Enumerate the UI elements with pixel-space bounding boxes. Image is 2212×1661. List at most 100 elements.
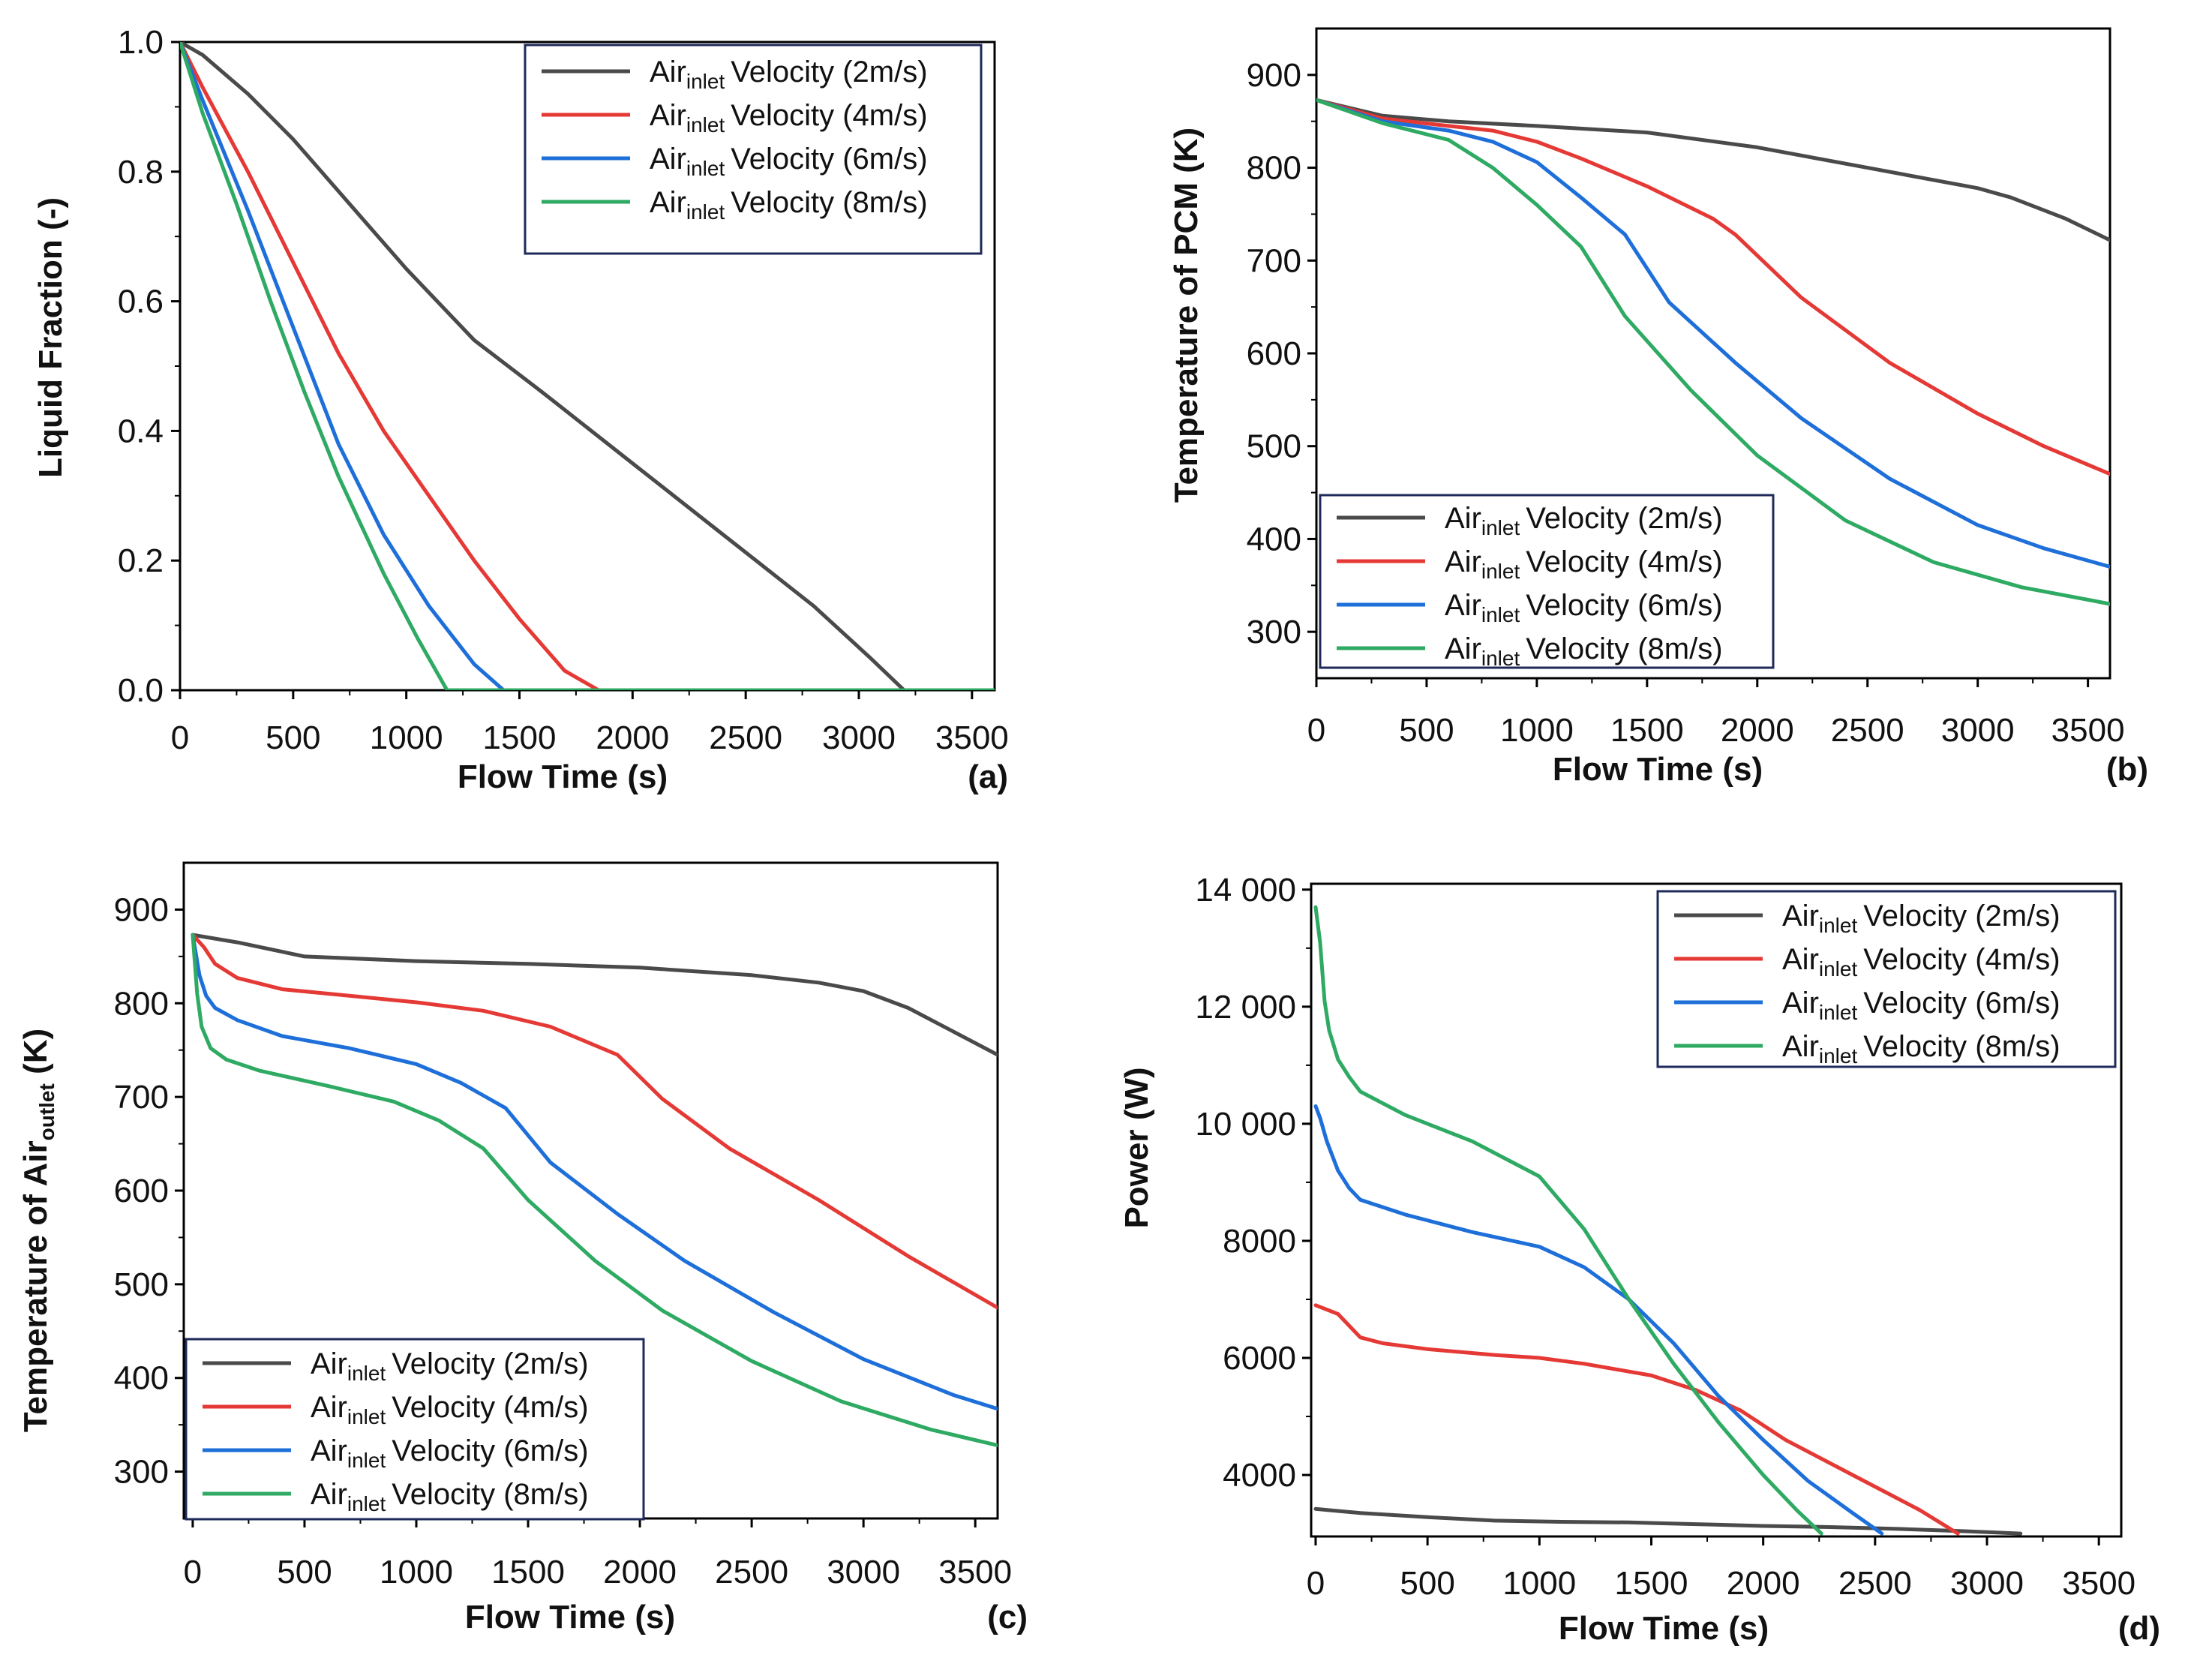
series-line-8m-per-s: [180, 42, 995, 690]
legend-label: Airinlet Velocity (6m/s): [311, 1434, 589, 1472]
series-line-8m-per-s: [1313, 905, 1823, 1536]
series-line-6m-per-s: [180, 42, 995, 690]
y-tick-label: 4000: [1223, 1457, 1296, 1494]
series-line-2m-per-s: [191, 933, 998, 1057]
legend-label: Airinlet Velocity (2m/s): [1782, 900, 2060, 937]
y-tick-label: 600: [114, 1173, 169, 1209]
legend-label: Airinlet Velocity (6m/s): [1445, 589, 1723, 626]
x-axis-title: Flow Time (s): [465, 1599, 675, 1635]
legend: Airinlet Velocity (2m/s) Airinlet Velocity …: [1656, 890, 2117, 1068]
legend-label: Airinlet Velocity (2m/s): [311, 1347, 589, 1385]
x-tick-label: 2500: [709, 719, 782, 756]
x-tick-label: 2000: [596, 719, 669, 756]
x-tick-label: 3000: [827, 1554, 900, 1590]
y-tick-label: 800: [1247, 150, 1301, 187]
x-tick-label: 0: [1307, 712, 1325, 749]
y-tick-label: 800: [114, 985, 169, 1022]
y-tick-label: 0.4: [118, 413, 164, 449]
legend-label: Airinlet Velocity (4m/s): [650, 99, 928, 137]
y-tick-label: 0.6: [118, 284, 164, 320]
panel-label: (a): [968, 758, 1008, 795]
x-tick-label: 0: [1307, 1565, 1325, 1602]
legend-label: Airinlet Velocity (8m/s): [1782, 1030, 2060, 1068]
series-group: [191, 933, 998, 1448]
x-tick-label: 2000: [1727, 1565, 1800, 1602]
y-tick-label: 300: [1247, 614, 1301, 650]
series-line-4m-per-s: [1316, 98, 2110, 476]
x-tick-label: 2000: [1721, 712, 1794, 749]
series-line-8m-per-s: [191, 933, 998, 1448]
legend: Airinlet Velocity (2m/s) Airinlet Velocity …: [1319, 494, 1775, 670]
x-tick-label: 3500: [938, 1554, 1012, 1590]
y-tick-label: 700: [1247, 242, 1301, 279]
series-line-6m-per-s: [1316, 98, 2110, 569]
x-tick-label: 3000: [1950, 1565, 2024, 1602]
y-tick-label: 500: [1247, 428, 1301, 465]
x-tick-label: 1500: [1615, 1565, 1688, 1602]
y-tick-label: 8000: [1223, 1223, 1296, 1260]
panel-label: (c): [987, 1599, 1028, 1635]
x-tick-label: 500: [266, 719, 320, 756]
legend-label: Airinlet Velocity (6m/s): [1782, 987, 2060, 1024]
legend-label: Airinlet Velocity (8m/s): [1445, 632, 1723, 670]
series-group: [1316, 98, 2110, 606]
legend-label: Airinlet Velocity (2m/s): [1445, 502, 1723, 539]
x-tick-label: 3500: [935, 719, 1009, 756]
legend-label: Airinlet Velocity (6m/s): [650, 143, 928, 180]
series-group: [180, 42, 995, 690]
y-tick-label: 14 000: [1195, 872, 1296, 909]
y-tick-label: 600: [1247, 335, 1301, 372]
y-tick-label: 6000: [1223, 1340, 1296, 1377]
x-axis-title: Flow Time (s): [1553, 751, 1763, 788]
legend-box: [524, 44, 983, 255]
y-tick-label: 500: [114, 1266, 169, 1303]
x-tick-label: 3500: [2051, 712, 2125, 749]
x-tick-label: 3000: [822, 719, 896, 756]
y-tick-label: 0.0: [118, 672, 164, 709]
series-line-6m-per-s: [1313, 1104, 1884, 1536]
series-line-2m-per-s: [1313, 1506, 2023, 1536]
x-tick-label: 1500: [1610, 712, 1684, 749]
chart-panel-c: 0 500 1000 1500 2000 2500 3000 3500 300 400 500 600…: [17, 861, 1028, 1635]
y-axis-title: Temperature of Airoutlet (K): [17, 1029, 59, 1432]
y-tick-label: 700: [114, 1079, 169, 1116]
x-tick-label: 500: [277, 1554, 332, 1590]
x-axis-title: Flow Time (s): [458, 758, 668, 795]
x-axis-title: Flow Time (s): [1559, 1610, 1769, 1647]
x-tick-label: 1000: [370, 719, 443, 756]
series-line-2m-per-s: [1316, 98, 2110, 242]
series-line-6m-per-s: [191, 933, 998, 1411]
y-axis-title: Temperature of PCM (K): [1168, 128, 1205, 503]
legend-label: Airinlet Velocity (4m/s): [1445, 545, 1723, 583]
y-tick-label: 0.8: [118, 154, 164, 191]
series-group: [1313, 905, 2023, 1536]
series-line-4m-per-s: [180, 42, 995, 690]
x-tick-label: 2500: [1838, 1565, 1912, 1602]
y-tick-label: 12 000: [1195, 989, 1296, 1026]
x-tick-label: 1000: [380, 1554, 453, 1590]
plot-frame: [1310, 882, 2123, 1538]
y-tick-label: 10 000: [1195, 1106, 1296, 1143]
chart-panel-a: 0 500 1000 1500 2000 2500 3000 3500 0.0 0.2 0.4 0.6…: [32, 24, 1009, 795]
chart-panel-b: 0 500 1000 1500 2000 2500 3000 3500 300 400 500 600…: [1168, 27, 2148, 788]
x-tick-label: 3000: [1941, 712, 2015, 749]
chart-panel-d: 0 500 1000 1500 2000 2500 3000 3500 4000 6000 8000…: [1118, 872, 2160, 1647]
y-axis-title: Power (W): [1118, 1067, 1155, 1228]
y-tick-label: 900: [1247, 57, 1301, 94]
legend-label: Airinlet Velocity (8m/s): [311, 1478, 589, 1515]
x-tick-label: 1000: [1502, 1565, 1576, 1602]
legend-label: Airinlet Velocity (4m/s): [1782, 943, 2060, 981]
series-line-4m-per-s: [191, 933, 998, 1310]
legend-label: Airinlet Velocity (2m/s): [650, 56, 928, 93]
x-tick-label: 0: [171, 719, 189, 756]
series-line-4m-per-s: [1313, 1303, 1960, 1536]
x-tick-label: 1500: [491, 1554, 565, 1590]
legend: Airinlet Velocity (2m/s) Airinlet Velocity …: [524, 44, 983, 255]
y-tick-label: 300: [114, 1454, 169, 1491]
legend: Airinlet Velocity (2m/s) Airinlet Velocity …: [185, 1338, 645, 1521]
series-line-8m-per-s: [1316, 98, 2110, 606]
x-tick-label: 1500: [483, 719, 557, 756]
legend-box: [1319, 494, 1775, 669]
x-tick-label: 500: [1400, 1565, 1454, 1602]
panel-label: (d): [2118, 1610, 2160, 1647]
